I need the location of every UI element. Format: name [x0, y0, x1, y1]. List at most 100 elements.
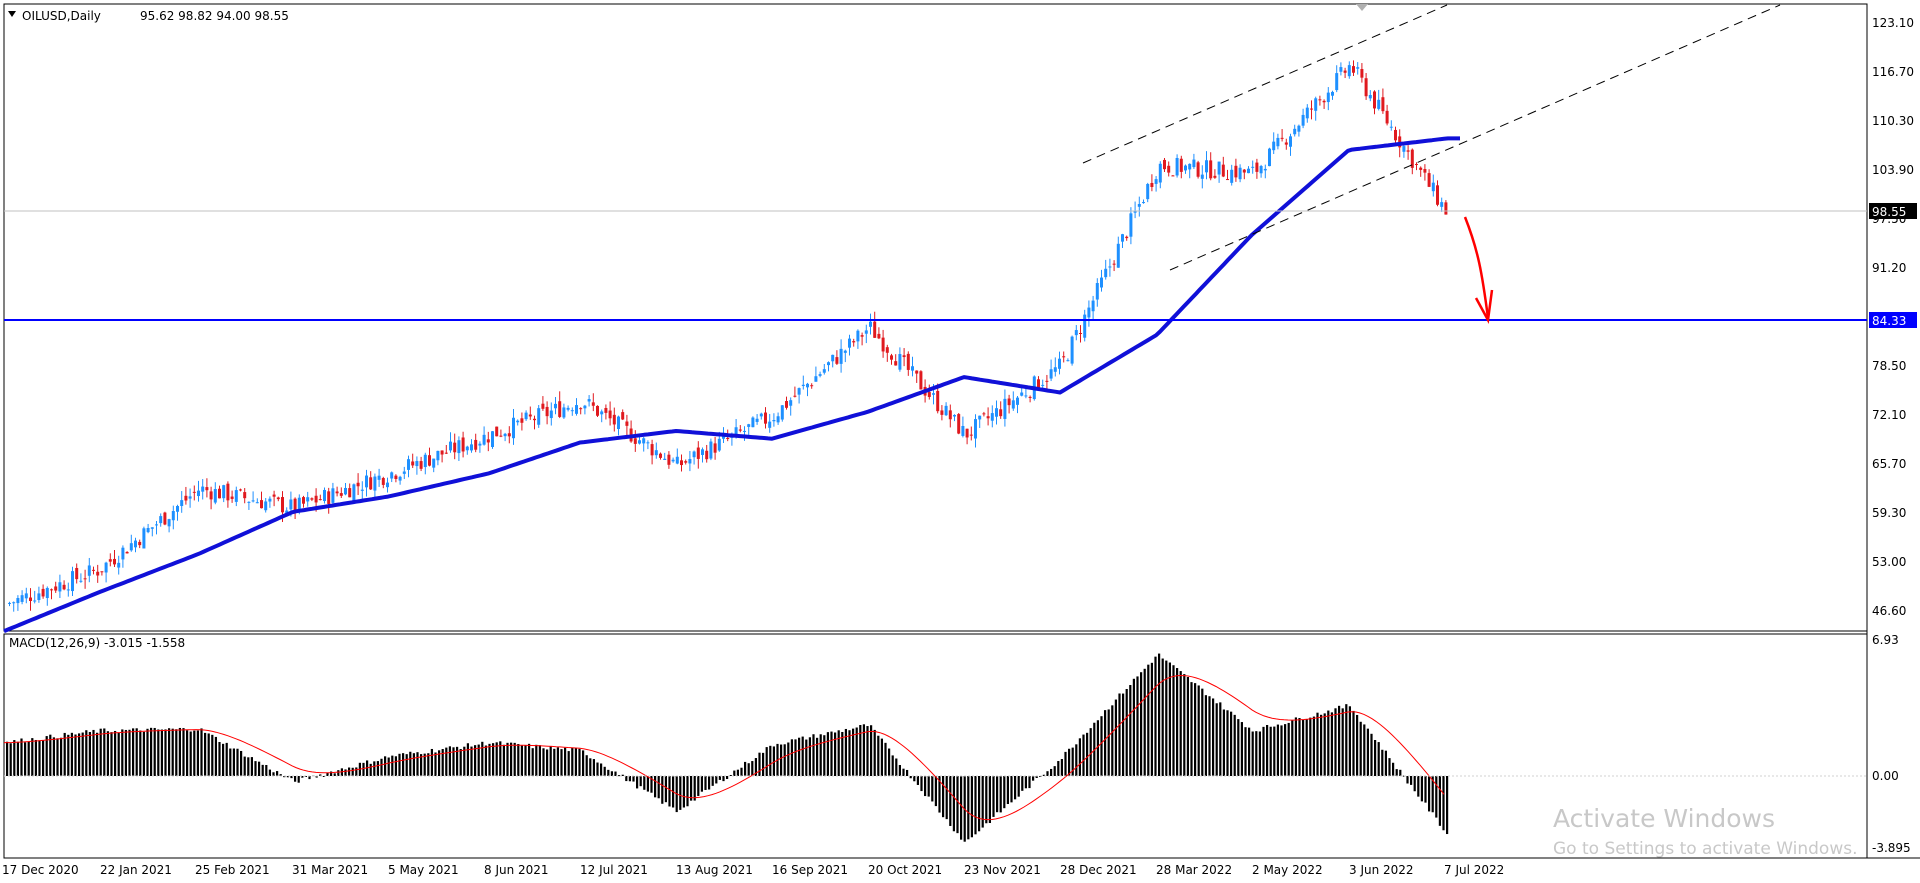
- macd-bar: [308, 776, 311, 780]
- macd-bar: [913, 776, 916, 782]
- candle-body: [1217, 161, 1221, 175]
- macd-bar: [1212, 698, 1215, 776]
- candle-body: [932, 393, 935, 395]
- candle-body: [1440, 202, 1444, 207]
- candle-body: [398, 476, 402, 481]
- candle-body: [738, 429, 742, 431]
- candle-body: [579, 408, 583, 410]
- macd-bar: [330, 771, 333, 776]
- macd-bar: [600, 763, 603, 776]
- macd-bar: [376, 761, 379, 776]
- macd-bar: [1284, 724, 1287, 776]
- candle-body: [1041, 384, 1045, 386]
- macd-bar: [1374, 739, 1377, 776]
- candle-body: [159, 516, 163, 524]
- macd-bar: [294, 776, 297, 782]
- macd-bar: [628, 776, 631, 782]
- candle-body: [827, 362, 830, 366]
- macd-bar: [643, 776, 646, 790]
- candle-body: [205, 487, 209, 491]
- candle-body: [1028, 396, 1032, 398]
- macd-bar: [1165, 660, 1168, 776]
- channel-upper-line[interactable]: [1082, 4, 1448, 164]
- macd-bar: [128, 729, 131, 776]
- candle-body: [323, 489, 326, 502]
- candle-body: [654, 450, 658, 456]
- macd-bar: [1266, 724, 1269, 776]
- candle-body: [696, 447, 700, 459]
- macd-bar: [31, 738, 34, 776]
- macd-bar: [240, 750, 243, 776]
- candle-body: [306, 497, 310, 502]
- macd-bar: [495, 742, 498, 776]
- macd-bar: [668, 776, 671, 807]
- support-price-value: 84.33: [1872, 314, 1906, 328]
- macd-bar: [1316, 712, 1319, 776]
- candle-body: [1154, 179, 1158, 184]
- macd-bar: [405, 754, 408, 776]
- macd-bar: [132, 728, 135, 776]
- candle-body: [146, 527, 150, 533]
- macd-bar: [661, 776, 664, 804]
- candle-body: [255, 502, 259, 504]
- macd-bar: [945, 776, 948, 820]
- candle-body: [1179, 158, 1183, 172]
- macd-bar: [6, 741, 9, 776]
- macd-bar: [1111, 705, 1114, 776]
- candle-body: [1221, 164, 1225, 177]
- macd-bar: [938, 776, 941, 813]
- macd-bar: [1381, 749, 1384, 776]
- candle-body: [251, 500, 255, 502]
- macd-bar: [178, 727, 181, 776]
- macd-bar: [319, 774, 322, 776]
- macd-bar: [513, 742, 516, 776]
- candle-body: [717, 438, 721, 451]
- candle-body: [180, 500, 184, 507]
- watermark-subtitle: Go to Settings to activate Windows.: [1553, 839, 1858, 859]
- candle-body: [1444, 202, 1448, 215]
- macd-bar: [214, 736, 217, 776]
- candle-body: [1083, 314, 1087, 338]
- macd-bar: [88, 731, 91, 776]
- macd-bar: [826, 732, 829, 776]
- time-tick: 25 Feb 2021: [195, 863, 270, 877]
- candle-body: [285, 510, 289, 514]
- macd-bar: [952, 776, 955, 832]
- macd-bar: [1107, 709, 1110, 776]
- candle-body: [121, 547, 125, 560]
- macd-bar: [736, 769, 739, 776]
- macd-bar: [751, 761, 754, 776]
- macd-bar: [974, 776, 977, 835]
- candle-body: [1280, 137, 1284, 139]
- channel-lower-line[interactable]: [1169, 4, 1781, 271]
- candle-body: [352, 484, 356, 501]
- candle-body: [150, 527, 154, 529]
- time-tick: 8 Jun 2021: [484, 863, 549, 877]
- candle-body: [335, 491, 339, 494]
- macd-bar: [81, 732, 84, 776]
- macd-bar: [297, 776, 300, 783]
- macd-bar: [898, 765, 901, 776]
- candle-body: [1352, 66, 1355, 73]
- time-tick: 17 Dec 2020: [2, 863, 79, 877]
- macd-bar: [1161, 658, 1164, 776]
- macd-bar: [1363, 724, 1366, 776]
- macd-bar: [664, 776, 667, 803]
- macd-bar: [859, 724, 862, 776]
- macd-bar: [1057, 761, 1060, 776]
- symbol-menu-icon[interactable]: [8, 11, 16, 17]
- macd-bar: [74, 734, 77, 776]
- candle-body: [226, 483, 230, 501]
- macd-bar: [1291, 720, 1294, 776]
- candle-body: [470, 444, 473, 451]
- macd-bar: [168, 728, 171, 776]
- candle-body: [906, 353, 910, 370]
- macd-bar: [438, 750, 441, 776]
- macd-bar: [1010, 776, 1013, 803]
- candle-body: [684, 461, 688, 463]
- macd-bar: [1348, 706, 1351, 776]
- candle-body: [869, 321, 872, 327]
- candle-body: [1133, 210, 1137, 213]
- macd-bar: [538, 745, 541, 776]
